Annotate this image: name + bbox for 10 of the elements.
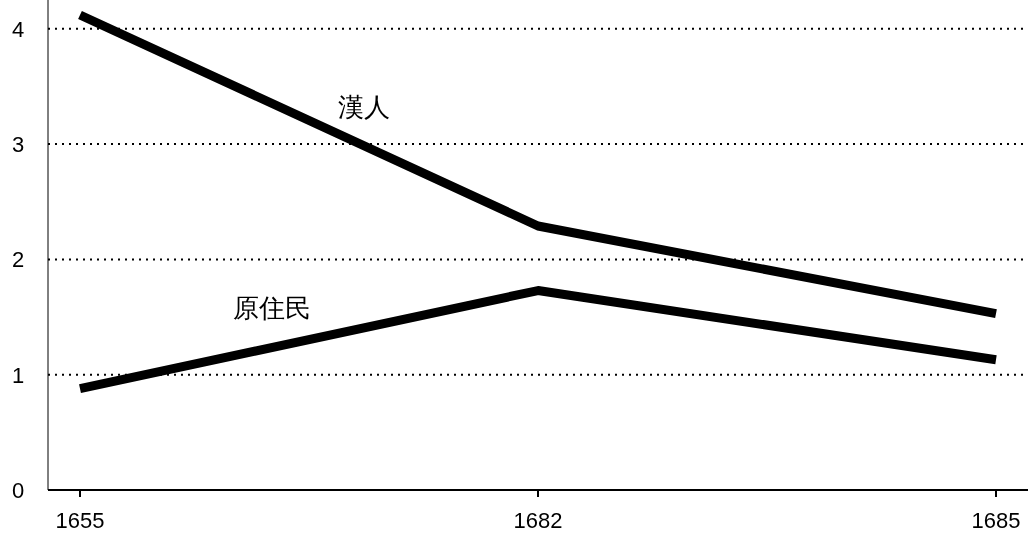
series-label: 漢人 (337, 91, 390, 122)
x-tick-label: 1655 (55, 508, 105, 533)
y-tick-label: 2 (11, 247, 25, 273)
y-tick-label: 4 (11, 16, 25, 42)
y-tick-label: 3 (11, 132, 25, 158)
y-tick-label: 0 (11, 478, 25, 503)
series-label: 原住民 (233, 293, 312, 324)
x-tick-label: 1682 (513, 508, 563, 533)
x-tick-label: 1685 (971, 508, 1021, 533)
y-tick-label: 1 (11, 362, 25, 388)
